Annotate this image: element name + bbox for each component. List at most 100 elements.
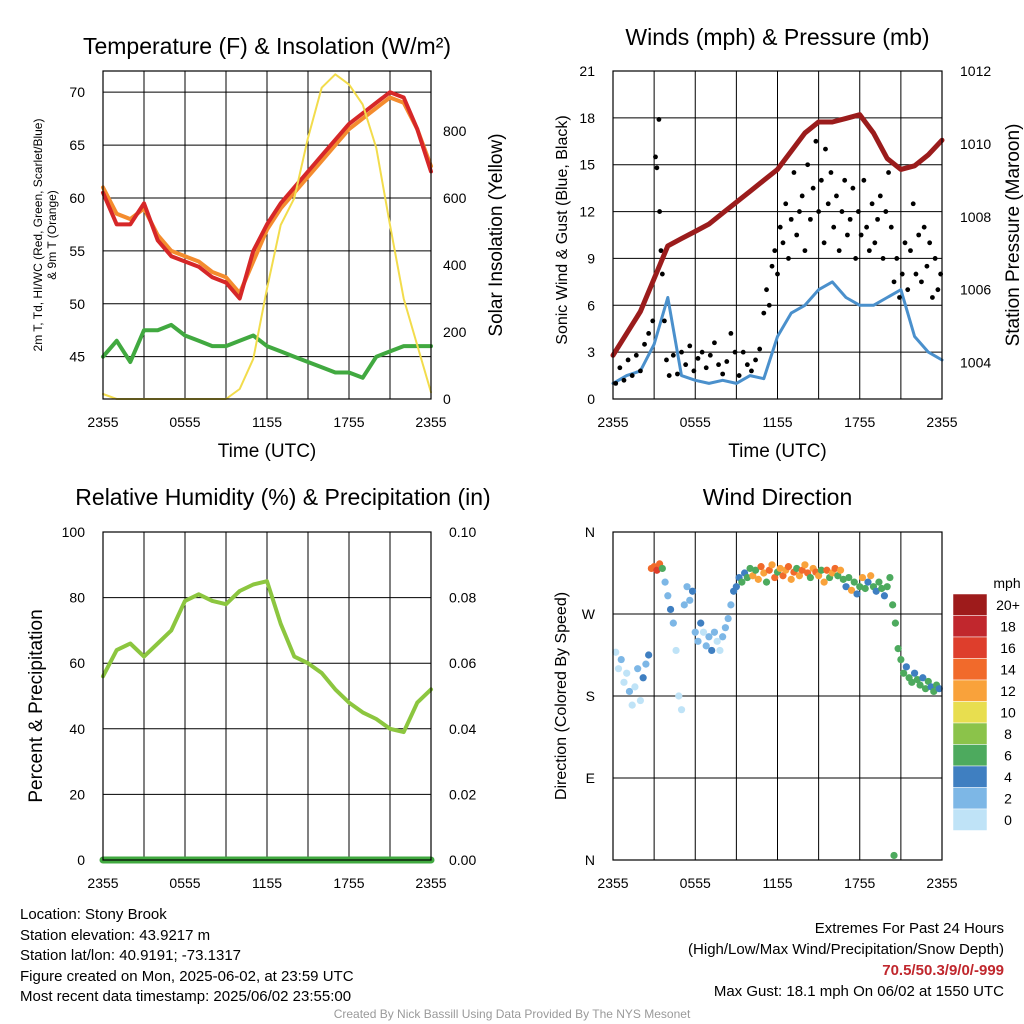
gust-point — [927, 240, 933, 246]
gust-point — [703, 365, 709, 371]
gust-point — [908, 248, 913, 254]
legend-swatch — [952, 658, 988, 681]
gust-point — [816, 209, 822, 214]
y-left-tick-label: 100 — [62, 524, 86, 540]
direction-point — [617, 655, 625, 664]
y-right-tick-label: 1010 — [960, 136, 991, 152]
y-left-tick-label: 50 — [69, 296, 85, 312]
x-tick-label: 1155 — [762, 875, 792, 891]
direction-point — [930, 687, 938, 696]
chart-title: Temperature (F) & Insolation (W/m²) — [83, 33, 451, 59]
direction-point — [853, 590, 861, 598]
gust-point — [744, 362, 750, 368]
direction-point — [658, 564, 666, 573]
direction-point — [721, 624, 730, 632]
direction-point — [910, 669, 919, 677]
y-left-tick-label: 15 — [579, 157, 595, 173]
gust-point — [783, 201, 789, 207]
x-tick-label: 2355 — [415, 414, 446, 430]
gust-point — [707, 352, 713, 358]
direction-point — [672, 646, 680, 655]
direction-point — [919, 674, 927, 682]
direction-point — [793, 564, 801, 573]
x-tick-label: 1755 — [333, 414, 364, 430]
y-axis-label-right: Solar Insolation (Yellow) — [486, 133, 507, 336]
y-right-tick-label: 0.00 — [449, 852, 476, 868]
y-tick-label: S — [586, 688, 595, 704]
gust-point — [687, 343, 693, 349]
gust-point — [850, 185, 856, 191]
gust-point — [613, 380, 619, 386]
y-axis-label-left: Direction (Colored By Speed) — [553, 592, 570, 800]
direction-point — [623, 669, 631, 677]
direction-point — [776, 564, 784, 573]
direction-point — [890, 851, 898, 860]
gust-point — [935, 287, 941, 293]
y-tick-label: N — [585, 524, 595, 540]
x-tick-label: 1755 — [333, 875, 364, 891]
gust-point — [629, 373, 635, 378]
direction-point — [639, 674, 647, 682]
legend-label: 6 — [1004, 748, 1012, 764]
gust-point — [845, 232, 850, 238]
direction-point — [749, 572, 757, 580]
direction-point — [716, 646, 724, 655]
y-left-tick-label: 60 — [69, 655, 85, 671]
legend-swatch — [952, 744, 988, 767]
gust-point — [839, 209, 845, 214]
direction-point — [760, 569, 768, 577]
direction-point — [831, 564, 839, 573]
gust-point — [847, 216, 853, 222]
x-tick-label: 1155 — [762, 414, 792, 430]
gust-point — [772, 248, 778, 254]
gust-point — [864, 224, 870, 230]
y-left-tick-label: 9 — [587, 250, 595, 266]
y-left-tick-label: 70 — [69, 84, 85, 100]
direction-point — [924, 677, 932, 686]
gust-point — [712, 340, 717, 346]
gust-point — [732, 349, 738, 355]
direction-point — [913, 676, 921, 684]
direction-point — [768, 561, 776, 569]
direction-point — [836, 566, 845, 574]
y-left-tick-label: 65 — [69, 137, 85, 153]
direction-point — [801, 561, 809, 569]
direction-point — [666, 605, 675, 614]
gust-point — [646, 331, 652, 336]
y-right-tick-label: 200 — [443, 324, 467, 340]
direction-point — [867, 572, 875, 580]
direction-point — [653, 566, 661, 574]
legend-swatch — [952, 615, 988, 638]
y-left-tick-label: 55 — [69, 243, 85, 259]
y-tick-label: W — [582, 606, 596, 622]
direction-point — [732, 583, 740, 591]
pressure-line — [610, 112, 945, 358]
gust-point — [753, 357, 758, 363]
direction-point — [820, 578, 828, 586]
direction-point — [878, 584, 886, 593]
direction-point — [634, 665, 642, 673]
direction-point — [891, 619, 899, 627]
direction-point — [664, 592, 672, 600]
gust-point — [818, 177, 824, 183]
x-tick-label: 0555 — [169, 414, 200, 430]
direction-point — [842, 583, 850, 591]
gust-point — [813, 138, 819, 144]
gust-point — [757, 346, 763, 352]
x-tick-label: 0555 — [680, 414, 711, 430]
gust-point — [910, 201, 916, 207]
y-left-tick-label: 21 — [579, 63, 595, 79]
y-left-tick-label: 60 — [69, 190, 85, 206]
location-text: Location: Stony Brook — [20, 906, 167, 923]
gust-point — [617, 365, 623, 371]
y-axis-label-left: Percent & Precipitation — [26, 609, 47, 802]
direction-point — [702, 642, 710, 650]
direction-point — [795, 572, 804, 580]
x-tick-label: 2355 — [926, 875, 957, 891]
gust-point — [653, 154, 658, 160]
legend-label: 2 — [1004, 791, 1012, 807]
direction-point — [699, 628, 708, 636]
direction-point — [680, 601, 688, 609]
direction-point — [900, 669, 908, 677]
y-right-tick-label: 1008 — [960, 209, 991, 225]
